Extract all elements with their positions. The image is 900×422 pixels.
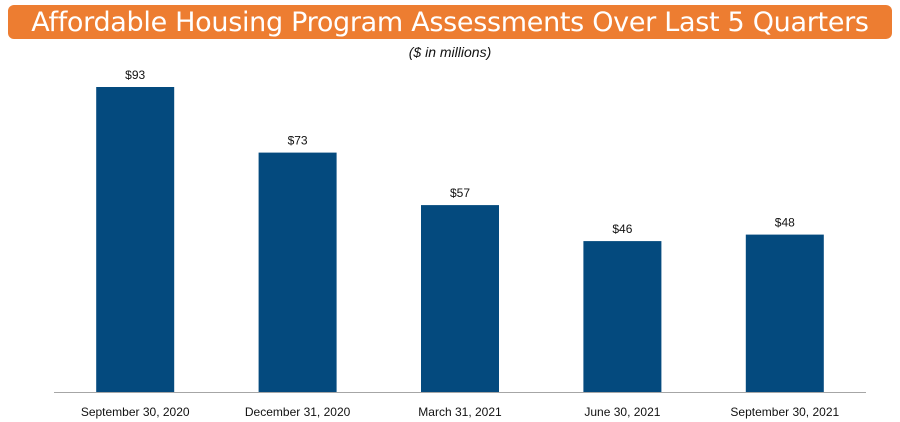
- chart-subtitle: ($ in millions): [408, 44, 492, 60]
- data-label-4: $46: [612, 222, 632, 236]
- x-tick-label-1: September 30, 2020: [81, 405, 190, 419]
- x-tick-label-4: June 30, 2021: [584, 405, 660, 419]
- bar-1: [96, 87, 175, 392]
- data-label-2: $73: [288, 134, 308, 148]
- data-label-3: $57: [450, 186, 470, 200]
- bar-2: [258, 152, 337, 392]
- x-tick-label-5: September 30, 2021: [730, 405, 839, 419]
- title-bar: Affordable Housing Program Assessments O…: [8, 5, 892, 39]
- bar-3: [421, 205, 499, 392]
- data-label-1: $93: [125, 68, 145, 82]
- chart-title: Affordable Housing Program Assessments O…: [31, 6, 869, 38]
- x-tick-label-2: December 31, 2020: [245, 405, 351, 419]
- data-label-5: $48: [775, 216, 795, 230]
- bar-5: [745, 234, 824, 392]
- x-tick-label-3: March 31, 2021: [418, 405, 502, 419]
- bar-4: [583, 241, 662, 392]
